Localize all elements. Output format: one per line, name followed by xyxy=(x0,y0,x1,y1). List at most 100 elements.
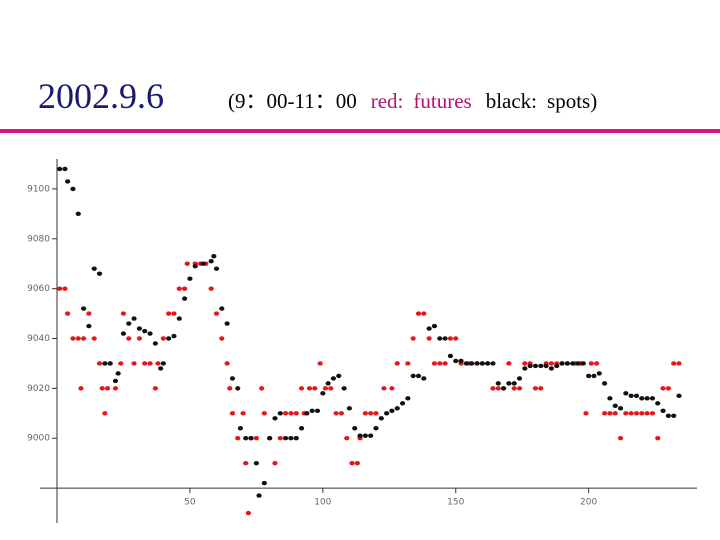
point xyxy=(580,361,586,366)
point xyxy=(325,381,331,386)
point xyxy=(298,386,305,391)
point xyxy=(131,316,137,321)
point xyxy=(219,336,225,341)
point xyxy=(538,363,544,369)
point xyxy=(368,433,374,438)
point xyxy=(453,358,459,364)
slide-note: (9：00-11：00 red: futures black: spots) xyxy=(228,89,597,113)
point xyxy=(389,386,395,391)
point xyxy=(384,411,390,416)
point xyxy=(469,361,475,366)
point xyxy=(219,306,225,311)
point xyxy=(538,386,544,391)
point xyxy=(381,386,387,391)
point xyxy=(65,311,71,316)
point xyxy=(437,361,443,366)
point xyxy=(293,436,299,441)
x-tick-label: 100 xyxy=(314,498,331,508)
point xyxy=(394,406,400,411)
point xyxy=(410,336,416,341)
point xyxy=(394,361,400,366)
point xyxy=(314,408,321,414)
point xyxy=(253,460,259,466)
point xyxy=(118,361,124,366)
point xyxy=(357,433,363,438)
point xyxy=(160,361,166,366)
point xyxy=(655,436,661,441)
time-range: (9：00-11：00 xyxy=(228,89,357,113)
point xyxy=(229,411,236,416)
point xyxy=(277,436,283,441)
x-tick-label: 200 xyxy=(580,498,597,508)
point xyxy=(447,336,454,341)
point xyxy=(136,326,143,331)
point xyxy=(147,331,153,336)
point xyxy=(333,411,339,416)
point xyxy=(306,386,313,391)
point xyxy=(644,411,650,416)
point xyxy=(617,436,624,441)
point xyxy=(344,436,350,441)
point xyxy=(554,363,560,369)
point xyxy=(612,411,618,416)
point xyxy=(463,361,469,366)
point xyxy=(378,416,384,421)
point xyxy=(107,361,113,366)
point xyxy=(259,386,265,391)
point xyxy=(293,411,299,416)
point xyxy=(644,396,650,401)
point xyxy=(102,361,108,366)
point xyxy=(104,386,111,391)
point xyxy=(256,493,262,498)
point xyxy=(99,386,105,391)
point xyxy=(649,411,656,416)
point xyxy=(362,411,368,416)
point xyxy=(633,411,640,416)
point xyxy=(431,323,438,329)
divider xyxy=(0,129,720,133)
point xyxy=(86,323,92,329)
point xyxy=(633,393,640,399)
point xyxy=(115,371,121,376)
point xyxy=(532,363,539,369)
point xyxy=(495,386,501,391)
point xyxy=(112,378,119,384)
point xyxy=(120,311,127,316)
point xyxy=(639,396,645,401)
point xyxy=(288,436,294,441)
point xyxy=(235,386,241,391)
point xyxy=(80,336,87,341)
point xyxy=(136,336,143,341)
point xyxy=(142,361,148,366)
point xyxy=(176,286,182,291)
point xyxy=(474,361,480,366)
point xyxy=(322,386,329,391)
slide-date: 2002.9.6 xyxy=(38,76,164,116)
point xyxy=(490,386,496,391)
point xyxy=(155,361,161,366)
point xyxy=(131,361,137,366)
point xyxy=(298,426,305,431)
point xyxy=(516,376,523,381)
point xyxy=(649,396,656,401)
point xyxy=(224,361,230,366)
point xyxy=(57,166,63,172)
point xyxy=(283,411,289,416)
point xyxy=(283,436,289,441)
red-desc: futures xyxy=(413,89,471,113)
point xyxy=(431,361,438,366)
x-tick-label: 150 xyxy=(447,498,464,508)
point xyxy=(442,361,448,366)
point xyxy=(126,336,132,341)
point xyxy=(120,331,127,336)
point xyxy=(187,276,193,281)
point xyxy=(208,259,214,264)
point xyxy=(317,361,323,366)
point xyxy=(235,436,241,441)
y-tick-label: 9060 xyxy=(27,284,50,294)
point xyxy=(596,371,602,376)
point xyxy=(152,341,158,346)
point xyxy=(253,436,259,441)
point xyxy=(399,401,406,406)
point xyxy=(354,460,360,466)
